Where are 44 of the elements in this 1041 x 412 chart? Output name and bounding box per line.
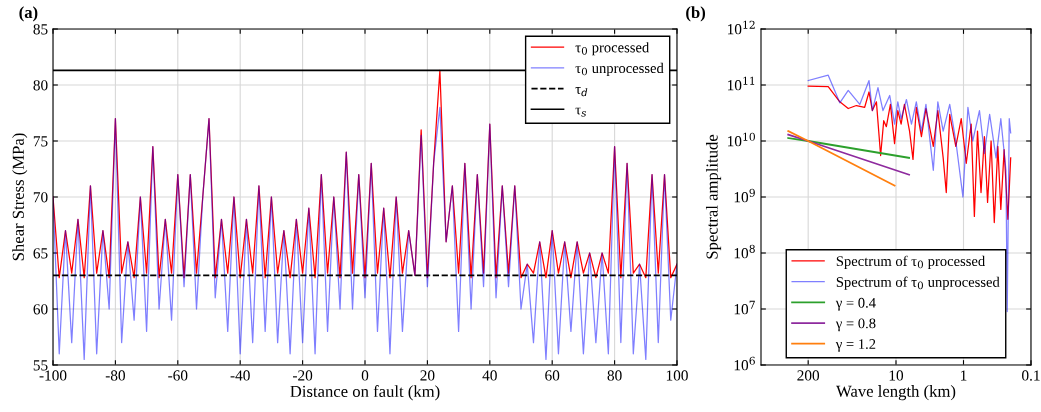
x-tick-label: 40	[482, 370, 497, 381]
chart-title: (a)	[19, 6, 38, 22]
x-tick-label: -40	[230, 370, 250, 381]
legend-label: γ = 0.8	[835, 318, 876, 332]
x-tick-label: 60	[545, 370, 560, 381]
legend-label: τ$_{s}$	[575, 107, 587, 117]
x-tick-label: -100	[39, 370, 67, 381]
x-tick-label: -80	[105, 370, 125, 381]
y-tick-label: 80	[33, 80, 48, 91]
y-tick-label: 10$^{8}$	[734, 244, 755, 259]
y-tick-label: 10$^{7}$	[734, 300, 755, 315]
y-tick-label: 65	[33, 248, 48, 259]
x-tick-label: 0	[361, 370, 369, 381]
legend-label: Spectrum of τ$_{0}$ processed	[836, 255, 986, 270]
x-tick-label: 100	[666, 370, 688, 381]
x-axis-title: Wave length (km)	[836, 385, 956, 401]
x-tick-label: -60	[168, 370, 188, 381]
chart-title: (b)	[686, 6, 706, 22]
y-axis-title: Shear Stress (MPa)	[12, 133, 28, 261]
legend-label: τ$_{d}$	[575, 87, 588, 97]
legend-label: τ$_{0}$ unprocessed	[575, 62, 664, 77]
y-tick-label: 10$^{11}$	[728, 76, 755, 91]
x-axis-title: Distance on fault (km)	[290, 385, 440, 401]
x-tick-label: -20	[292, 370, 313, 381]
y-tick-label: 10$^{12}$	[728, 20, 755, 35]
legend-label: Spectrum of τ$_{0}$ unprocessed	[836, 276, 1000, 290]
y-tick-label: 10$^{6}$	[734, 356, 755, 371]
y-tick-label: 10$^{9}$	[734, 188, 755, 203]
x-tick-label: 1	[961, 370, 967, 381]
y-tick-label: 60	[33, 304, 48, 315]
y-tick-label: 70	[33, 192, 48, 203]
y-tick-label: 55	[33, 360, 48, 371]
legend-label: γ = 0.4	[835, 297, 876, 311]
y-axis-title: Spectral amplitude	[705, 134, 722, 259]
legend-label: γ = 1.2	[835, 339, 876, 352]
x-tick-label: 20	[420, 370, 435, 381]
legend-label: τ$_{0}$ processed	[575, 42, 650, 56]
x-tick-label: 0.1	[1022, 370, 1040, 381]
y-tick-label: 85	[33, 24, 48, 35]
y-tick-label: 75	[33, 136, 48, 147]
x-tick-label: 200	[797, 370, 820, 381]
x-tick-label: 10	[889, 370, 904, 381]
y-tick-label: 10$^{10}$	[728, 132, 755, 147]
x-tick-label: 80	[607, 370, 622, 381]
